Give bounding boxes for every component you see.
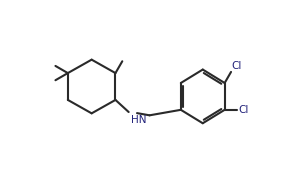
Text: Cl: Cl bbox=[238, 105, 248, 115]
Text: Cl: Cl bbox=[232, 61, 242, 71]
Text: HN: HN bbox=[131, 115, 147, 125]
